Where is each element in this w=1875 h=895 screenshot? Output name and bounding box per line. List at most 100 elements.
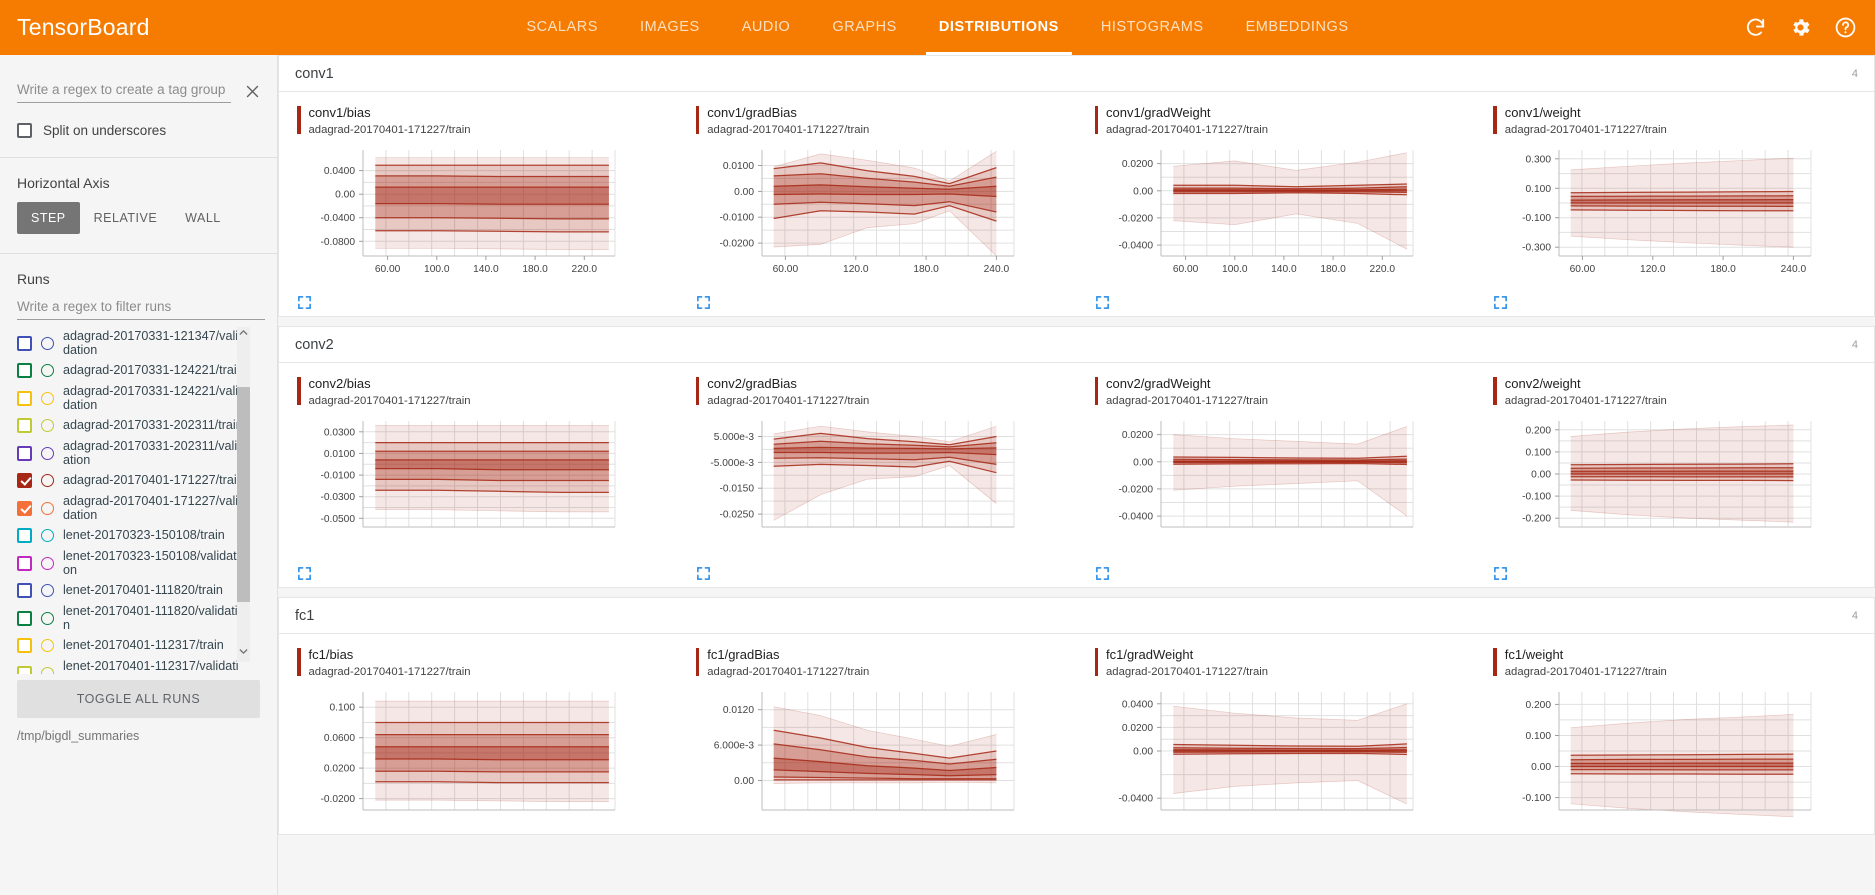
chart-card[interactable]: conv1/weight adagrad-20170401-171227/tra… [1475,105,1874,310]
chart-card[interactable]: conv2/bias adagrad-20170401-171227/train… [279,376,678,581]
distribution-plot[interactable]: 0.0400 0.0200 0.00 -0.0400 [1095,684,1470,828]
run-item[interactable]: lenet-20170323-150108/train [17,524,277,547]
run-checkbox[interactable] [17,528,32,543]
run-checkbox[interactable] [17,583,32,598]
run-color-indicator [41,639,54,652]
expand-icon[interactable] [297,566,312,581]
tag-group-regex-input[interactable] [17,80,231,103]
chart-card[interactable]: conv1/gradBias adagrad-20170401-171227/t… [678,105,1077,310]
runs-scrollbar-thumb[interactable] [237,387,250,602]
tab-distributions[interactable]: DISTRIBUTIONS [918,0,1080,55]
svg-text:-5.000e-3: -5.000e-3 [710,458,754,469]
dashboard-content[interactable]: conv1 4 conv1/bias adagrad-20170401-17122… [278,55,1875,895]
run-item[interactable]: lenet-20170401-111820/validation [17,602,277,634]
run-item[interactable]: lenet-20170401-111820/train [17,579,277,602]
run-item[interactable]: adagrad-20170331-202311/train [17,414,277,437]
tab-histograms[interactable]: HISTOGRAMS [1100,19,1204,35]
gear-icon[interactable] [1789,16,1812,39]
expand-icon[interactable] [696,566,711,581]
run-checkbox[interactable] [17,473,32,488]
horizontal-axis-options: STEP RELATIVE WALL [0,191,277,234]
chart-card[interactable]: conv1/bias adagrad-20170401-171227/train… [279,105,678,310]
divider [0,253,277,254]
tab-embeddings[interactable]: EMBEDDINGS [1245,19,1349,35]
chevron-up-icon[interactable] [237,327,250,342]
chart-card[interactable]: fc1/weight adagrad-20170401-171227/train… [1475,647,1874,828]
expand-icon[interactable] [1493,566,1508,581]
run-checkbox[interactable] [17,500,32,516]
distribution-plot[interactable]: 0.0400 0.00 -0.0400 -0.0800 60.00 100.0 140.0 1… [297,142,672,286]
tab-scalars[interactable]: SCALARS [526,19,598,35]
distribution-plot[interactable]: 0.0120 6.000e-3 0.00 [696,684,1071,828]
chart-card[interactable]: conv2/gradBias adagrad-20170401-171227/t… [678,376,1077,581]
distribution-plot[interactable]: 0.200 0.100 0.00 -0.100 -0.200 [1493,413,1868,557]
distribution-plot[interactable]: 0.0100 0.00 -0.0100 -0.0200 60.00 120.0 180.0 2… [696,142,1071,286]
distribution-plot[interactable]: 0.0200 0.00 -0.0200 -0.0400 60.00 100.0 140.0 1… [1095,142,1470,286]
chart-card[interactable]: fc1/gradBias adagrad-20170401-171227/tra… [678,647,1077,828]
run-item[interactable]: adagrad-20170401-171227/train [17,469,277,492]
axis-option-wall[interactable]: WALL [185,211,221,225]
chart-card[interactable]: fc1/bias adagrad-20170401-171227/train 0… [279,647,678,828]
svg-text:-0.0150: -0.0150 [719,484,754,495]
axis-option-relative[interactable]: RELATIVE [93,211,158,225]
run-checkbox[interactable] [17,555,32,571]
app-header: TensorBoard SCALARS IMAGES AUDIO GRAPHS DIST… [0,0,1875,55]
run-label: adagrad-20170331-121347/validation [63,328,239,358]
chart-card[interactable]: conv1/gradWeight adagrad-20170401-171227… [1077,105,1476,310]
refresh-icon[interactable] [1744,16,1767,39]
chart-tag-label: fc1/gradBias [707,647,780,662]
distribution-plot[interactable]: 0.0200 0.00 -0.0200 -0.0400 [1095,413,1470,557]
tab-audio[interactable]: AUDIO [741,19,791,35]
run-checkbox[interactable] [17,363,32,378]
run-checkbox[interactable] [17,335,32,351]
expand-icon[interactable] [1095,295,1110,310]
tab-images[interactable]: IMAGES [639,19,700,35]
distribution-plot[interactable]: 0.0300 0.0100 -0.0100 -0.0300 -0.0500 [297,413,672,557]
distribution-plot[interactable]: 5.000e-3 -5.000e-3 -0.0150 -0.0250 [696,413,1071,557]
split-underscores-row[interactable]: Split on underscores [0,103,277,138]
chart-card[interactable]: fc1/gradWeight adagrad-20170401-171227/t… [1077,647,1476,828]
chart-card[interactable]: conv2/weight adagrad-20170401-171227/tra… [1475,376,1874,581]
run-item[interactable]: adagrad-20170331-124221/train [17,359,277,382]
runs-filter-input[interactable] [17,297,265,320]
run-item[interactable]: adagrad-20170331-124221/validation [17,382,277,414]
runs-list[interactable]: adagrad-20170331-121347/validation adagra… [0,327,277,674]
run-color-indicator [41,474,54,487]
expand-icon[interactable] [696,295,711,310]
toggle-all-runs-button[interactable]: TOGGLE ALL RUNS [17,680,260,718]
help-icon[interactable] [1834,16,1857,39]
distribution-plot[interactable]: 0.200 0.100 0.00 -0.100 [1493,684,1868,828]
run-color-bar [297,106,301,134]
expand-icon[interactable] [297,295,312,310]
close-icon[interactable] [239,78,265,104]
run-checkbox[interactable] [17,610,32,626]
tag-group-header[interactable]: conv1 4 [278,55,1875,92]
tag-group-header[interactable]: conv2 4 [278,326,1875,363]
svg-text:120.0: 120.0 [843,264,869,275]
expand-icon[interactable] [1095,566,1110,581]
run-item[interactable]: lenet-20170401-112317/validation [17,657,277,674]
run-color-bar [297,648,301,676]
run-checkbox[interactable] [17,445,32,461]
run-checkbox[interactable] [17,665,32,674]
run-item[interactable]: lenet-20170323-150108/validation [17,547,277,579]
split-underscores-checkbox[interactable] [17,123,32,138]
run-item[interactable]: adagrad-20170401-171227/validation [17,492,277,524]
tab-graphs[interactable]: GRAPHS [832,19,897,35]
axis-option-step[interactable]: STEP [17,202,80,234]
run-color-indicator [41,584,54,597]
expand-icon[interactable] [1493,295,1508,310]
chevron-down-icon[interactable] [237,645,250,661]
run-item[interactable]: lenet-20170401-112317/train [17,634,277,657]
run-checkbox[interactable] [17,418,32,433]
run-checkbox[interactable] [17,638,32,653]
distribution-plot[interactable]: 0.100 0.0600 0.0200 -0.0200 [297,684,672,828]
run-item[interactable]: adagrad-20170331-202311/validation [17,437,277,469]
run-item[interactable]: adagrad-20170331-121347/validation [17,327,277,359]
run-label: adagrad-20170331-202311/train [63,418,243,433]
run-checkbox[interactable] [17,390,32,406]
tag-group-header[interactable]: fc1 4 [278,597,1875,634]
distribution-plot[interactable]: 0.300 0.100 -0.100 -0.300 60.00 120.0 180.0 240… [1493,142,1868,286]
runs-scrollbar[interactable] [237,327,250,662]
chart-card[interactable]: conv2/gradWeight adagrad-20170401-171227… [1077,376,1476,581]
